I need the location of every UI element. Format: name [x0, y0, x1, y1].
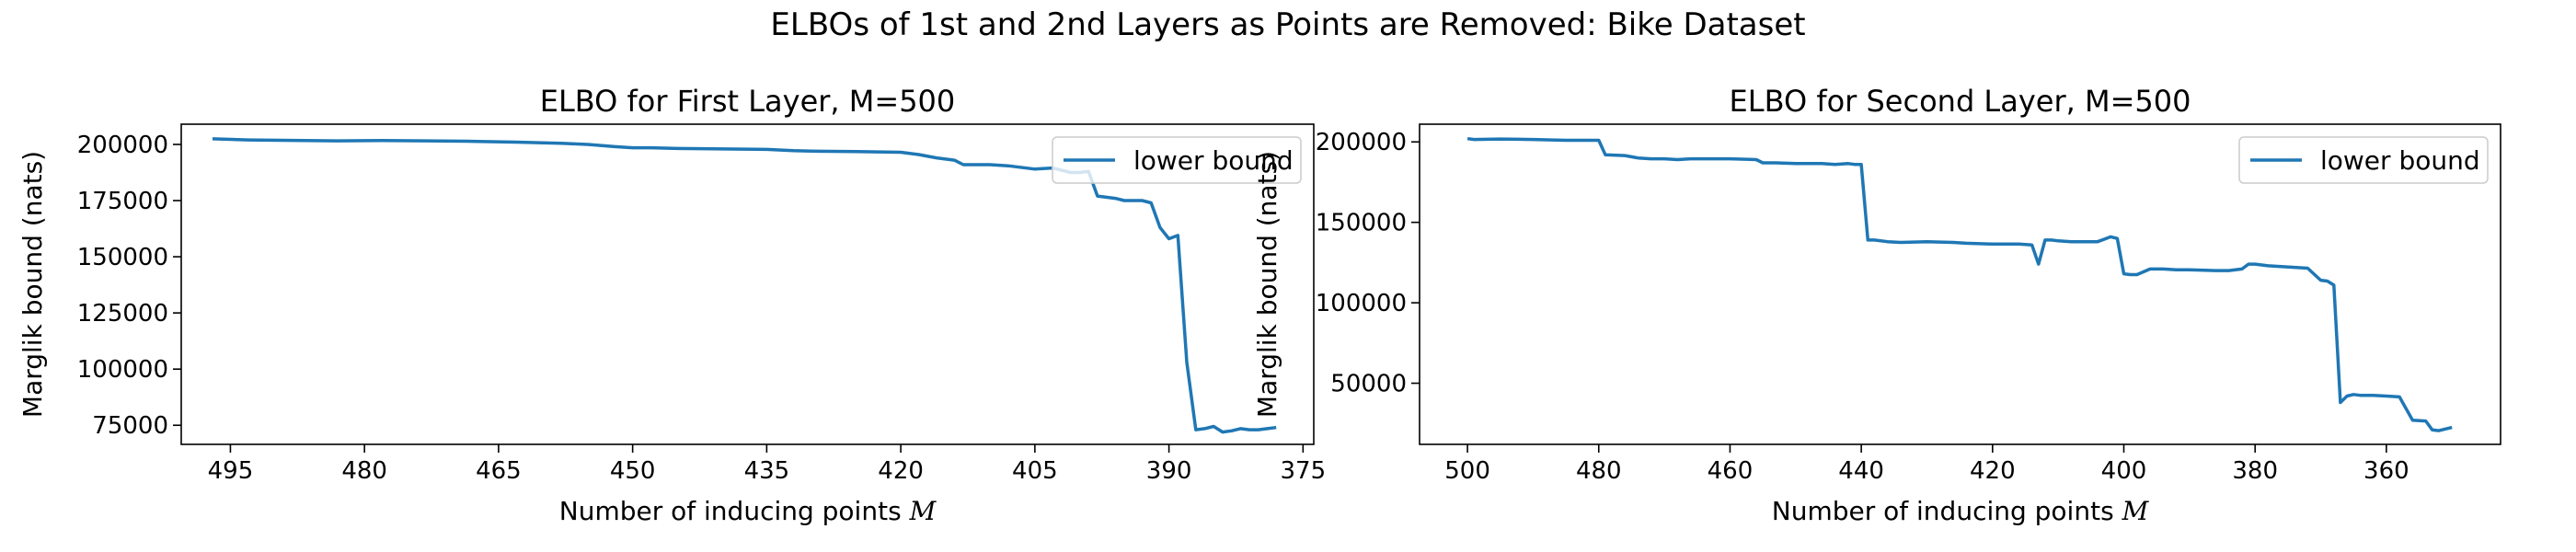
x-tick-label: 500 [1444, 457, 1490, 485]
y-tick-label: 150000 [77, 244, 168, 271]
legend-label: lower bound [2320, 145, 2480, 176]
x-tick-label: 360 [2363, 457, 2409, 485]
legend: lower bound [2238, 136, 2489, 184]
y-tick-label: 75000 [92, 412, 168, 440]
legend-box [2238, 136, 2489, 184]
chart-title: ELBO for First Layer, M=500 [540, 84, 956, 119]
x-tick-label: 435 [744, 457, 790, 485]
y-tick-label: 100000 [77, 356, 168, 384]
figure-suptitle: ELBOs of 1st and 2nd Layers as Points ar… [770, 6, 1805, 43]
y-axis-label: Marglik bound (nats) [17, 151, 48, 418]
x-tick-label: 375 [1281, 457, 1327, 485]
y-tick-label: 50000 [1330, 371, 1407, 398]
x-tick-label: 440 [1838, 457, 1884, 485]
x-tick-label: 450 [610, 457, 656, 485]
y-tick-label: 150000 [1316, 210, 1407, 237]
x-tick-label: 480 [1576, 457, 1622, 485]
legend: lower bound [1052, 136, 1302, 184]
x-tick-label: 420 [878, 457, 924, 485]
chart-first-layer: ELBO for First Layer, M=500 495 480 465 450 4… [17, 84, 1326, 526]
x-tick-label: 480 [341, 457, 387, 485]
x-tick-label: 380 [2232, 457, 2278, 485]
y-tick-label: 125000 [77, 300, 168, 328]
y-tick-label: 200000 [77, 132, 168, 159]
y-tick-label: 200000 [1316, 129, 1407, 156]
y-tick-label: 100000 [1316, 290, 1407, 317]
axes-frame [180, 123, 1315, 445]
x-tick-label: 420 [1970, 457, 2016, 485]
legend-label: lower bound [1133, 145, 1294, 176]
axes-frame [1419, 123, 2501, 445]
y-tick-label: 175000 [77, 188, 168, 215]
x-tick-label: 405 [1012, 457, 1058, 485]
x-tick-label: 495 [208, 457, 254, 485]
series-line-0 [212, 137, 1277, 434]
x-tick-label: 390 [1146, 457, 1192, 485]
x-axis-label: Number of inducing points M [1772, 496, 2150, 526]
x-axis-label: Number of inducing points M [559, 496, 937, 526]
legend-box [1052, 136, 1302, 184]
chart-title: ELBO for Second Layer, M=500 [1730, 84, 2191, 119]
x-tick-label: 465 [476, 457, 522, 485]
x-tick-label: 460 [1708, 457, 1754, 485]
series-line-0 [1466, 136, 2453, 432]
x-tick-label: 400 [2101, 457, 2147, 485]
y-axis-label: Marglik bound (nats) [1252, 151, 1282, 418]
chart-second-layer: ELBO for Second Layer, M=500 500 480 460 440… [1252, 84, 2501, 526]
